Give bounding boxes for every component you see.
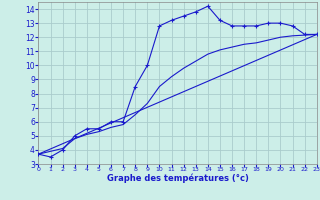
X-axis label: Graphe des températures (°c): Graphe des températures (°c) bbox=[107, 174, 249, 183]
